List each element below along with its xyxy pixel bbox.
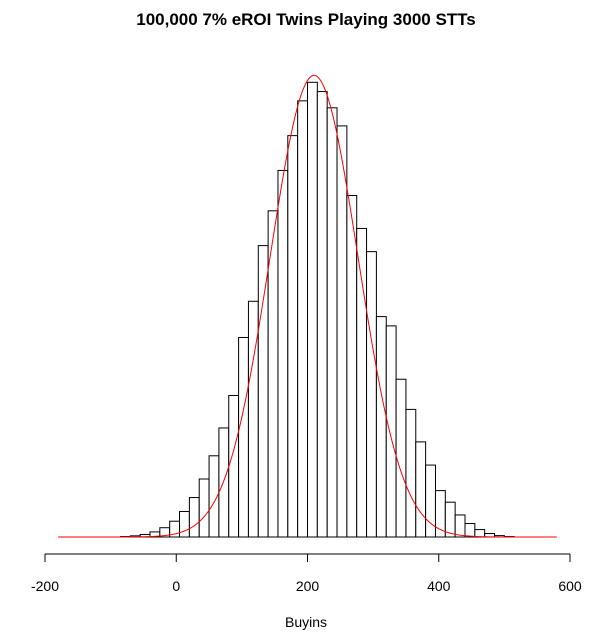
histogram-bar	[415, 441, 427, 538]
x-tick-label: 400	[427, 578, 451, 594]
chart-title: 100,000 7% eROI Twins Playing 3000 STTs	[136, 10, 476, 29]
histogram-bar	[228, 394, 240, 538]
histogram-bar	[198, 478, 210, 538]
histogram-bar	[277, 169, 289, 538]
histogram-bar	[316, 91, 328, 538]
density-curve	[58, 74, 557, 538]
histogram-bar	[179, 510, 190, 538]
x-tick-label: 200	[296, 578, 320, 594]
histogram-bar	[238, 336, 249, 538]
x-axis-label: Buyins	[284, 614, 328, 630]
histogram-bar	[307, 81, 318, 538]
x-axis: -200 0 200 400 600	[31, 553, 582, 594]
x-tick-label: 0	[172, 578, 180, 594]
histogram-bar	[188, 497, 200, 538]
histogram-bar	[405, 408, 417, 538]
histogram-bar	[375, 316, 387, 538]
histogram-bar	[218, 427, 230, 538]
histogram-bar	[454, 514, 466, 538]
histogram-bar	[356, 227, 368, 538]
histogram-bar	[346, 195, 358, 538]
histogram-bar	[297, 100, 309, 538]
histogram-bar	[385, 325, 397, 538]
histogram-bar	[464, 523, 476, 538]
histogram-bar	[257, 245, 269, 538]
histogram-bar	[326, 107, 338, 538]
histogram-bar	[366, 251, 377, 538]
histogram-bar	[287, 135, 299, 538]
histogram-bar	[395, 378, 407, 538]
x-tick-label: -200	[31, 578, 59, 594]
histogram-bar	[474, 529, 486, 538]
x-tick-label: 600	[558, 578, 582, 594]
histogram-bar	[336, 125, 348, 538]
histogram-bars	[119, 81, 515, 538]
